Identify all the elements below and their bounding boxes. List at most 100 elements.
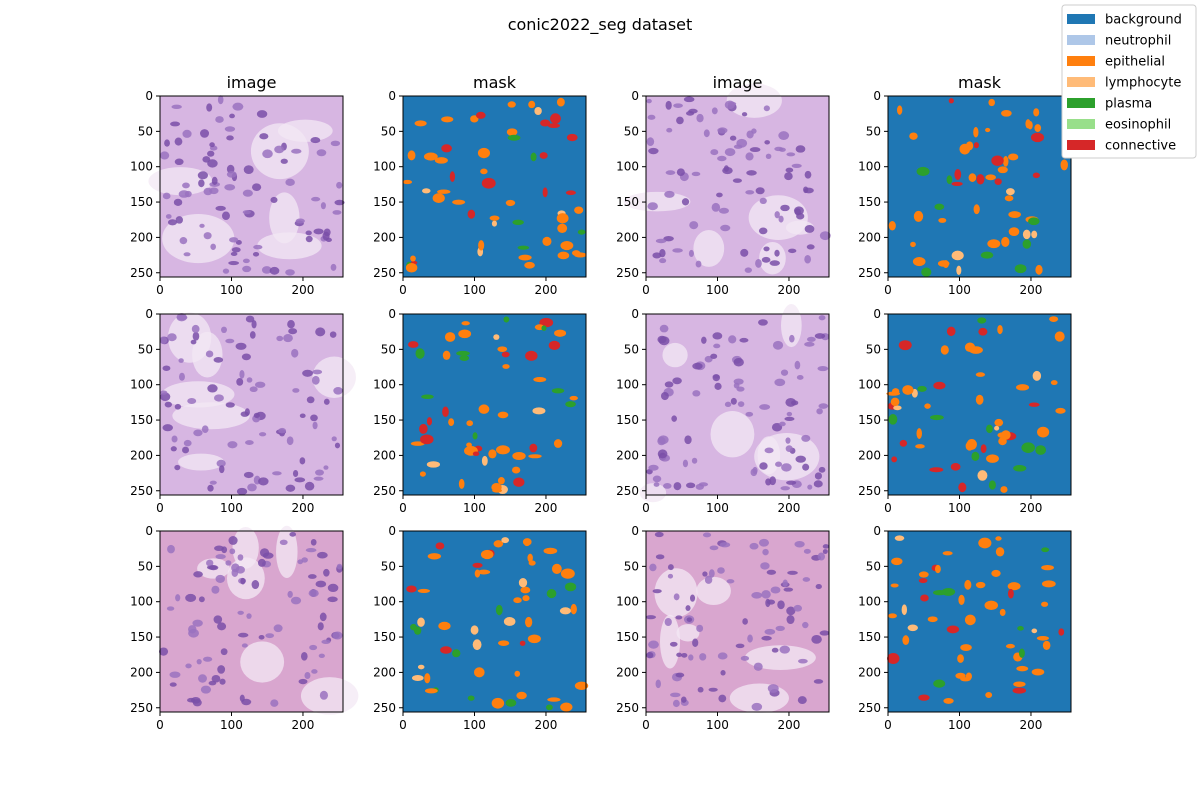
mask-region-epithelial — [560, 240, 574, 251]
nucleus — [746, 170, 757, 176]
nucleus — [305, 547, 317, 553]
nucleus — [803, 548, 811, 554]
x-tick-label: 0 — [884, 501, 892, 515]
nucleus — [327, 583, 339, 593]
panel-r1-c2: mask 0 100 200 0 50 100 150 200 250 — [373, 73, 587, 297]
nucleus — [796, 375, 804, 380]
tissue-lumen — [654, 568, 698, 618]
mask-region-epithelial — [458, 329, 472, 339]
nucleus — [765, 598, 771, 608]
nucleus — [737, 401, 745, 407]
nucleus — [276, 335, 284, 342]
nucleus — [795, 145, 806, 153]
nucleus — [692, 638, 699, 647]
mask-region-epithelial — [527, 553, 533, 563]
tissue-lumen — [744, 645, 816, 670]
nucleus — [274, 145, 285, 154]
x-tick-label: 0 — [884, 718, 892, 732]
nucleus — [291, 148, 302, 154]
nucleus — [170, 121, 181, 127]
nucleus — [226, 135, 234, 141]
nucleus — [778, 215, 784, 223]
nucleus — [747, 634, 753, 643]
mask-region-epithelial — [525, 616, 533, 628]
mask-region-connective — [467, 209, 476, 219]
mask-region-plasma — [546, 588, 557, 599]
mask-region-epithelial — [560, 568, 575, 579]
nucleus — [304, 672, 311, 680]
nucleus — [784, 172, 793, 181]
y-tick-label: 250 — [130, 701, 153, 715]
mask-region-plasma — [546, 704, 553, 711]
nucleus — [682, 459, 689, 468]
mask-region-epithelial — [489, 215, 500, 221]
mask-region-epithelial — [518, 254, 532, 261]
mask-region-epithelial — [1016, 384, 1030, 391]
mask-region-epithelial — [924, 403, 931, 409]
panel-r1-c3: image 0 100 200 0 50 100 150 200 250 — [616, 73, 831, 297]
x-tick-label: 0 — [642, 501, 650, 515]
mask-region-epithelial — [927, 616, 938, 623]
mask-region-connective — [950, 462, 961, 471]
nucleus — [213, 394, 224, 402]
nucleus — [311, 669, 318, 674]
nucleus — [766, 569, 777, 575]
nucleus — [714, 382, 722, 390]
nucleus — [243, 165, 254, 175]
nucleus — [728, 335, 737, 344]
nucleus — [753, 662, 763, 671]
nucleus — [746, 130, 754, 139]
nucleus — [708, 687, 718, 692]
mask-region-connective — [419, 423, 428, 434]
nucleus — [252, 251, 260, 257]
mask-region-lymphocyte — [1006, 188, 1015, 196]
nucleus — [249, 386, 258, 393]
tissue-lumen — [277, 119, 333, 142]
mask-region-lymphocyte — [422, 188, 431, 194]
panel-r1-c4: mask 0 100 200 0 50 100 150 200 250 — [858, 73, 1072, 297]
nucleus — [174, 158, 184, 166]
nucleus — [236, 378, 244, 386]
mask-region-epithelial — [934, 564, 941, 574]
mask-region-plasma — [921, 267, 932, 277]
nucleus — [797, 696, 807, 705]
nucleus — [763, 246, 770, 252]
nucleus — [323, 398, 330, 405]
mask-region-epithelial — [424, 673, 431, 684]
mask-region-epithelial — [528, 454, 542, 459]
mask-region-epithelial — [473, 667, 485, 678]
mask-region-epithelial — [958, 594, 965, 605]
nucleus — [759, 404, 771, 410]
nucleus — [735, 643, 745, 649]
nucleus — [806, 244, 815, 250]
mask-region-epithelial — [975, 581, 986, 589]
nucleus — [164, 139, 170, 147]
mask-region-connective — [539, 152, 548, 159]
nucleus — [288, 328, 298, 335]
legend: background neutrophil epithelial lymphocyte… — [1061, 4, 1197, 159]
nucleus — [663, 482, 672, 489]
nucleus — [713, 343, 721, 349]
nucleus — [310, 414, 318, 422]
panel-r3-c3: 0 100 200 0 50 100 150 200 250 — [616, 524, 830, 732]
nucleus — [764, 447, 774, 454]
y-tick-label: 0 — [631, 524, 639, 538]
y-tick-label: 100 — [373, 160, 396, 174]
nucleus — [220, 648, 228, 656]
tissue-lumen — [232, 527, 259, 569]
nucleus — [791, 400, 799, 406]
mask-region-connective — [547, 123, 560, 129]
nucleus — [769, 260, 780, 266]
nucleus — [254, 381, 266, 388]
nucleus — [653, 482, 660, 487]
mask-region-epithelial — [960, 644, 972, 651]
mask-region-epithelial — [978, 537, 992, 549]
nucleus — [803, 187, 814, 194]
mask-region-epithelial — [938, 217, 947, 223]
y-tick-label: 200 — [616, 665, 639, 679]
nucleus — [203, 656, 213, 662]
y-tick-label: 150 — [858, 195, 881, 209]
mask-region-epithelial — [528, 560, 536, 566]
nucleus — [813, 679, 824, 684]
nucleus — [329, 331, 337, 338]
